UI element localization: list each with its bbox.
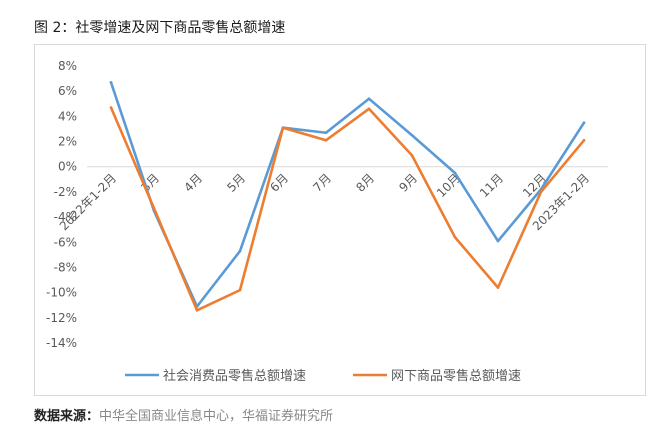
data-point-s2 bbox=[410, 154, 414, 157]
source-note: 数据来源：中华全国商业信息中心，华福证券研究所 bbox=[34, 405, 333, 424]
data-point-s1 bbox=[109, 81, 113, 84]
y-tick-label: -6% bbox=[54, 235, 77, 249]
y-tick-label: 6% bbox=[58, 84, 77, 98]
line-chart: 8% 6% 4% 2% 0% -2% -4% -6% -8% -10% -12% -14% 2022年1… bbox=[46, 59, 608, 384]
x-tick-label: 2022年1-2月 bbox=[57, 171, 119, 233]
y-tick-label: 8% bbox=[58, 59, 77, 73]
series-line-2 bbox=[109, 106, 586, 312]
data-point-s1 bbox=[324, 131, 328, 135]
x-tick-label: 9月 bbox=[396, 171, 420, 195]
data-point-s1 bbox=[410, 133, 414, 137]
data-point-s2 bbox=[496, 286, 500, 289]
data-point-s1 bbox=[582, 121, 586, 124]
x-tick-label: 8月 bbox=[353, 171, 377, 195]
y-tick-label: 0% bbox=[58, 160, 77, 174]
data-point-s2 bbox=[582, 138, 586, 142]
y-tick-label: -10% bbox=[46, 286, 77, 300]
data-point-s2 bbox=[539, 190, 543, 194]
y-tick-label: -14% bbox=[46, 336, 77, 350]
data-point-s1 bbox=[453, 171, 457, 175]
y-tick-label: 2% bbox=[58, 135, 77, 149]
x-tick-label: 10月 bbox=[434, 171, 463, 200]
data-point-s1 bbox=[367, 97, 371, 101]
data-point-s2 bbox=[152, 206, 156, 210]
x-tick-label: 11月 bbox=[477, 171, 506, 200]
legend-label-2: 网下商品零售总额增速 bbox=[391, 368, 521, 384]
data-point-s2 bbox=[367, 107, 371, 111]
source-text: 中华全国商业信息中心，华福证券研究所 bbox=[99, 409, 334, 424]
y-tick-label: -2% bbox=[54, 185, 77, 199]
data-point-s2 bbox=[238, 288, 242, 292]
y-tick-label: -8% bbox=[54, 260, 77, 274]
data-point-s2 bbox=[281, 126, 285, 129]
x-tick-label: 7月 bbox=[310, 171, 334, 195]
data-point-s1 bbox=[496, 239, 500, 243]
data-point-s2 bbox=[324, 138, 328, 142]
data-point-s2 bbox=[195, 308, 199, 312]
chart-frame: 8% 6% 4% 2% 0% -2% -4% -6% -8% -10% -12% -14% 2022年1… bbox=[34, 44, 646, 396]
figure-caption: 图 2：社零增速及网下商品零售总额增速 bbox=[34, 20, 286, 36]
x-tick-label: 5月 bbox=[224, 171, 248, 195]
data-point-s2 bbox=[109, 106, 113, 109]
legend-label-1: 社会消费品零售总额增速 bbox=[163, 368, 306, 384]
x-tick-label: 4月 bbox=[181, 171, 205, 195]
data-point-s2 bbox=[453, 235, 457, 239]
source-label: 数据来源： bbox=[34, 409, 100, 424]
y-tick-label: 4% bbox=[58, 109, 77, 123]
y-tick-label: -4% bbox=[54, 210, 77, 224]
data-point-s1 bbox=[238, 249, 242, 253]
y-tick-label: -12% bbox=[46, 311, 77, 325]
